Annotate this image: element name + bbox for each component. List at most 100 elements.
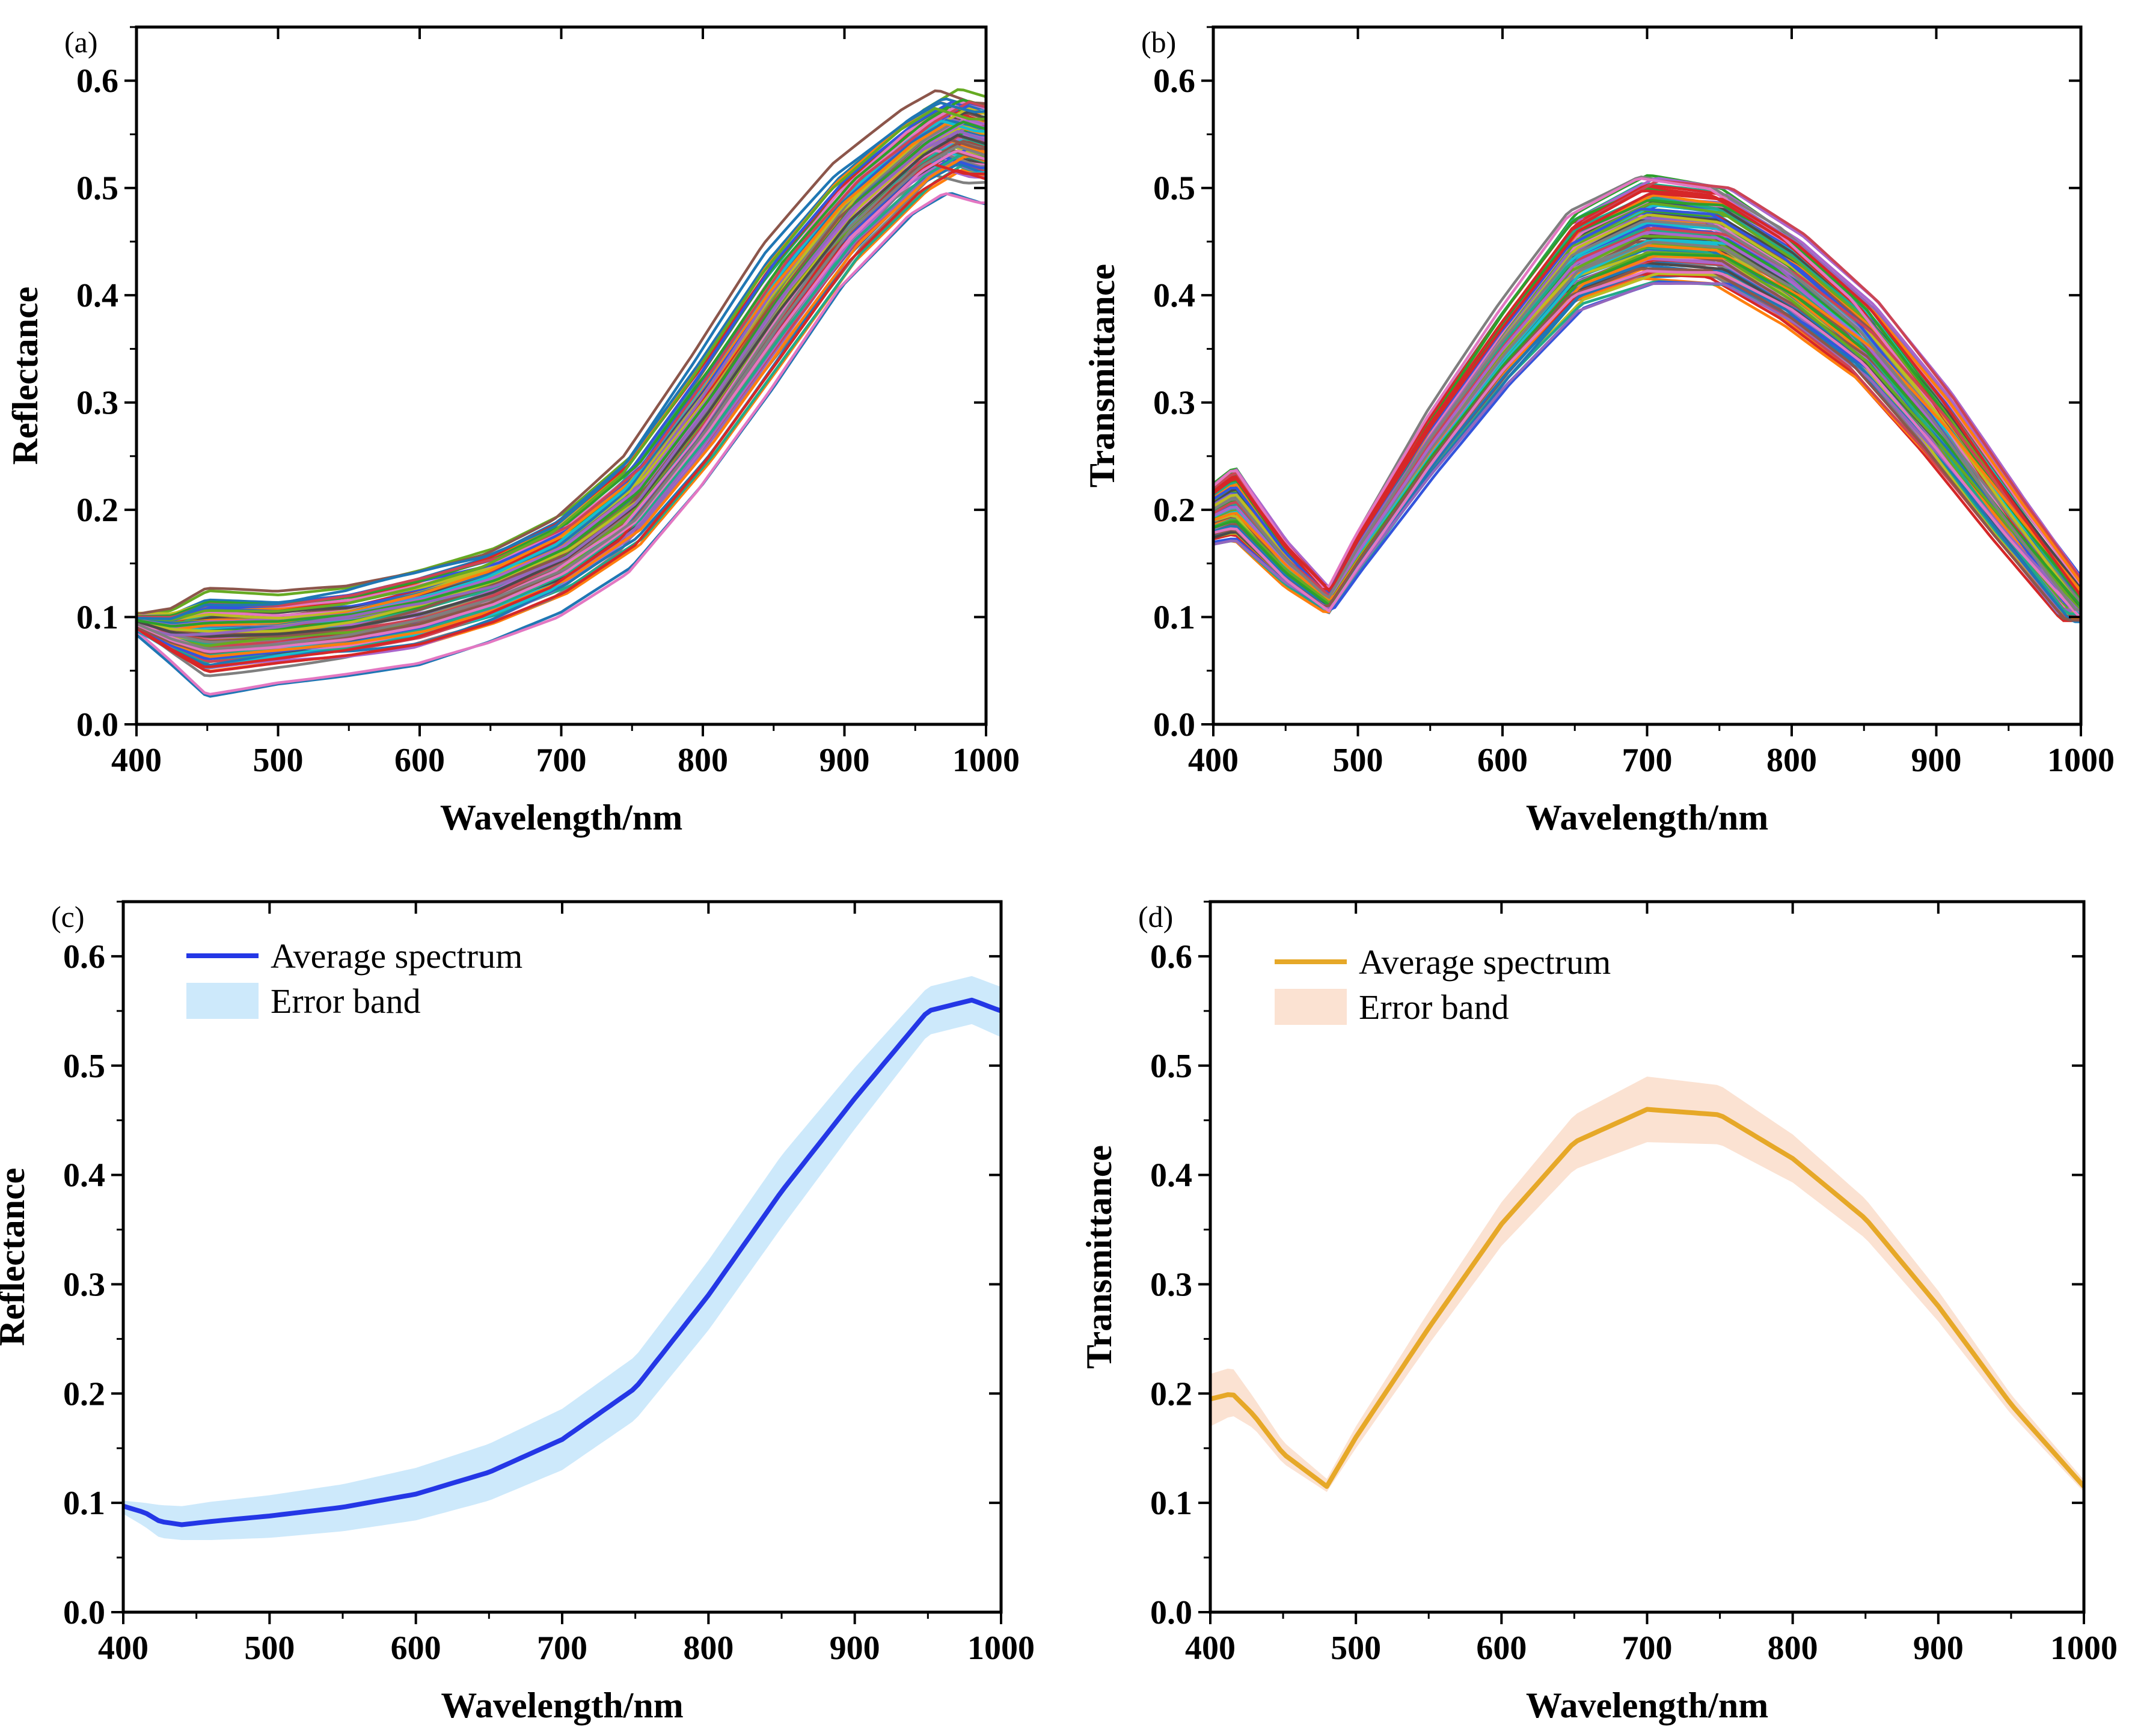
plot-area: [1213, 174, 2081, 623]
panel-label: (a): [64, 25, 98, 59]
error-band: [123, 976, 1001, 1540]
legend-band-label: Error band: [1359, 988, 1509, 1027]
y-tick-label: 0.3: [63, 1266, 105, 1303]
sample-spectra: [136, 88, 986, 698]
spectrum-line: [136, 106, 986, 622]
y-tick-label: 0.3: [1153, 385, 1195, 422]
x-tick-label: 700: [537, 1630, 587, 1667]
plot-area: [123, 976, 1001, 1540]
legend-band-label: Error band: [271, 982, 421, 1021]
y-tick-label: 0.4: [76, 277, 118, 314]
x-tick-label: 500: [1333, 742, 1383, 779]
plot-area: [1210, 1077, 2084, 1492]
x-tick-label: 700: [1622, 1630, 1673, 1667]
x-tick-label: 500: [253, 742, 304, 779]
y-tick-label: 0.0: [63, 1594, 105, 1631]
x-tick-label: 500: [244, 1630, 295, 1667]
x-tick-label: 800: [1768, 1630, 1818, 1667]
spectrum-line: [136, 133, 986, 638]
y-tick-label: 0.6: [63, 938, 105, 976]
average-spectrum-line: [123, 997, 1001, 1527]
y-tick-label: 0.3: [1150, 1266, 1192, 1303]
panel-label: (c): [51, 900, 85, 934]
spectrum-line: [1213, 219, 2081, 611]
x-tick-label: 900: [1911, 742, 1962, 779]
x-tick-label: 900: [830, 1630, 880, 1667]
x-tick-label: 800: [678, 742, 728, 779]
x-tick-label: 700: [1622, 742, 1673, 779]
x-tick-label: 1000: [952, 742, 1020, 779]
x-axis-title: Wavelength/nm: [1526, 1686, 1768, 1725]
x-tick-label: 1000: [967, 1630, 1035, 1667]
y-tick-label: 0.4: [1150, 1157, 1192, 1194]
x-axis-title: Wavelength/nm: [440, 798, 682, 837]
legend-band-swatch: [186, 983, 259, 1019]
spectrum-line: [136, 136, 986, 638]
x-tick-label: 400: [111, 742, 162, 779]
x-tick-label: 1000: [2050, 1630, 2118, 1667]
spectrum-line: [136, 144, 986, 650]
y-tick-label: 0.1: [1150, 1485, 1192, 1522]
y-axis-title: Reflectance: [5, 287, 45, 465]
y-axis-title: Reflectance: [0, 1168, 32, 1346]
spectrum-line: [136, 149, 986, 653]
spectrum-line: [136, 125, 986, 633]
spectrum-line: [1213, 192, 2081, 597]
y-tick-label: 0.2: [63, 1375, 105, 1413]
y-tick-label: 0.5: [76, 170, 118, 207]
spectrum-line: [136, 100, 986, 619]
y-tick-label: 0.2: [1153, 492, 1195, 529]
spectrum-line: [136, 192, 986, 696]
spectrum-line: [136, 154, 986, 658]
x-tick-label: 900: [1913, 1630, 1964, 1667]
x-tick-label: 800: [1766, 742, 1817, 779]
x-tick-label: 400: [1188, 742, 1239, 779]
plot-frame: [1212, 25, 2083, 726]
legend: Average spectrum Error band: [1275, 943, 1611, 1027]
y-tick-label: 0.6: [76, 63, 118, 100]
x-tick-label: 1000: [2047, 742, 2115, 779]
x-tick-label: 400: [1185, 1630, 1236, 1667]
spectrum-line: [136, 169, 986, 673]
error-band: [1210, 1077, 2084, 1492]
spectrum-line: [1213, 267, 2081, 622]
panel-label: (d): [1138, 900, 1173, 934]
y-tick-label: 0.5: [1150, 1048, 1192, 1085]
y-tick-label: 0.5: [63, 1048, 105, 1085]
spectrum-line: [136, 101, 986, 620]
x-axis-title: Wavelength/nm: [441, 1686, 683, 1725]
spectrum-line: [136, 89, 986, 616]
x-tick-label: 900: [819, 742, 870, 779]
x-tick-label: 600: [1477, 742, 1528, 779]
sample-spectra: [1213, 174, 2081, 623]
x-tick-label: 700: [536, 742, 587, 779]
y-tick-label: 0.5: [1153, 170, 1195, 207]
x-tick-label: 600: [394, 742, 445, 779]
plot-area: [136, 88, 986, 698]
chart-panel-c: 400 500 600 700 800 900 1000 0.0 0.1 0.2 0.3 0.4 0.5…: [0, 900, 1035, 1725]
x-tick-label: 600: [391, 1630, 441, 1667]
chart-panel-b: 400 500 600 700 800 900 1000 0.0 0.1 0.2 0.3 0.4 0.5…: [1082, 25, 2115, 837]
y-tick-label: 0.4: [1153, 277, 1195, 314]
x-tick-label: 500: [1331, 1630, 1381, 1667]
x-axis-title: Wavelength/nm: [1526, 798, 1768, 837]
legend: Average spectrum Error band: [186, 937, 522, 1021]
y-tick-label: 0.6: [1153, 63, 1195, 100]
legend-line-label: Average spectrum: [271, 937, 522, 976]
y-tick-label: 0.1: [76, 599, 118, 637]
x-tick-label: 400: [98, 1630, 149, 1667]
chart-panel-d: 400 500 600 700 800 900 1000 0.0 0.1 0.2 0.3 0.4 0.5…: [1079, 900, 2118, 1725]
y-tick-label: 0.0: [1153, 706, 1195, 744]
y-tick-label: 0.4: [63, 1157, 105, 1194]
x-tick-label: 600: [1476, 1630, 1527, 1667]
average-spectrum-line: [1210, 1107, 2084, 1489]
y-tick-label: 0.6: [1150, 938, 1192, 976]
y-tick-label: 0.1: [1153, 599, 1195, 637]
spectrum-line: [1213, 231, 2081, 613]
y-axis-title: Transmittance: [1082, 264, 1122, 487]
y-tick-label: 0.0: [76, 706, 118, 744]
chart-panel-a: 400 500 600 700 800 900 1000 0.0 0.1 0.2 0.3 0.4 0.5…: [5, 25, 1020, 837]
y-tick-label: 0.1: [63, 1485, 105, 1522]
y-tick-label: 0.0: [1150, 1594, 1192, 1631]
